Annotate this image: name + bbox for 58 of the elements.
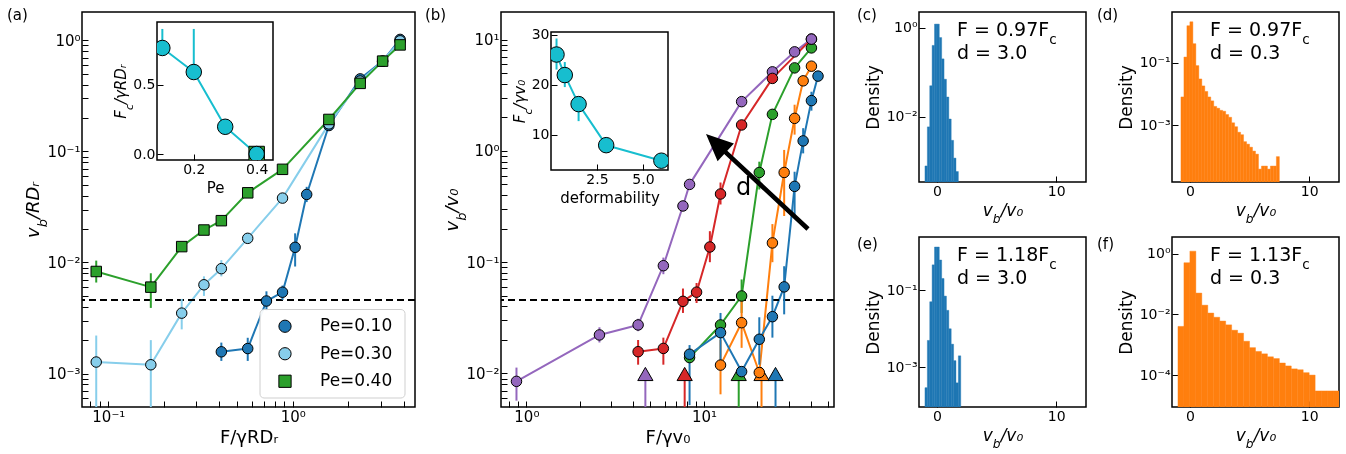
y-tick-label: 10⁻¹ (47, 142, 81, 161)
x-tick-label: 10⁰ (280, 407, 306, 426)
x-tick-label: 0 (932, 182, 942, 199)
x-tick-label: 0 (1185, 182, 1195, 199)
chart-title: (b) (425, 6, 447, 24)
y-tick-label: 10⁻⁴ (1139, 366, 1171, 383)
y-tick-label: 10⁻¹ (886, 281, 918, 298)
y-tick-label: 10⁻² (47, 253, 81, 272)
x-tick-label: 0.2 (183, 160, 206, 177)
x-axis-title: v$_{b}$/v₀ (1235, 199, 1277, 226)
x-axis-title: F/γv₀ (645, 425, 691, 447)
y-tick-label: 10⁻³ (886, 358, 918, 375)
x-tick-label: 10¹ (691, 407, 717, 426)
y-axis-title: Density (862, 65, 883, 130)
y-tick-label: 10⁰ (55, 31, 81, 50)
x-tick-label: 10 (1047, 407, 1066, 424)
legend-label: Pe=0.10 (320, 315, 393, 336)
legend-label: Pe=0.30 (320, 342, 393, 363)
x-tick-label: 2.5 (586, 170, 609, 187)
x-axis-title: v$_{b}$/v₀ (982, 424, 1024, 451)
chart-title: (a) (7, 6, 28, 24)
y-tick-label: 10⁻¹ (466, 253, 500, 272)
y-tick-label: 10⁰ (1147, 245, 1171, 262)
x-tick-label: 10⁻¹ (92, 407, 126, 426)
x-axis-title: deformability (560, 188, 660, 207)
y-tick-label: 10⁰ (894, 19, 918, 36)
y-tick-label: 10⁻² (466, 365, 500, 383)
x-axis-title: v$_{b}$/v₀ (982, 199, 1024, 226)
y-tick-label: 10⁻³ (47, 365, 81, 384)
x-tick-label: 10 (1300, 407, 1319, 424)
x-axis-title: F/γRDᵣ (219, 425, 279, 447)
x-tick-label: 10 (1300, 182, 1319, 199)
y-tick-label: 0.5 (133, 76, 156, 93)
y-tick-label: 10⁻² (1139, 305, 1171, 322)
y-tick-label: 10¹ (474, 31, 500, 50)
y-axis-title: Density (862, 290, 883, 355)
y-tick-label: 0.0 (133, 145, 156, 162)
x-tick-label: 0 (932, 407, 942, 424)
y-tick-label: 10⁻¹ (1139, 54, 1171, 71)
y-tick-label: 10 (531, 126, 550, 143)
y-axis-title: Density (1115, 290, 1136, 355)
y-tick-label: 30 (531, 26, 550, 42)
chart-title: (d) (1097, 6, 1119, 24)
y-tick-label: 10⁻² (886, 108, 918, 125)
x-tick-label: 5.0 (632, 170, 655, 187)
x-axis-title: v$_{b}$/v₀ (1235, 424, 1277, 451)
legend-label: Pe=0.40 (320, 370, 393, 391)
annotation: d (736, 173, 752, 201)
y-tick-label: 10⁻³ (1139, 116, 1171, 133)
x-tick-label: 0.4 (246, 160, 269, 177)
y-axis-title: Density (1115, 65, 1136, 130)
x-tick-label: 0 (1185, 407, 1195, 424)
y-tick-label: 10⁰ (474, 142, 500, 161)
chart-title: (e) (857, 235, 878, 253)
chart-title: (c) (857, 6, 877, 24)
chart-title: (f) (1097, 235, 1114, 253)
x-axis-title: Pe (206, 178, 225, 197)
x-tick-label: 10 (1047, 182, 1066, 199)
